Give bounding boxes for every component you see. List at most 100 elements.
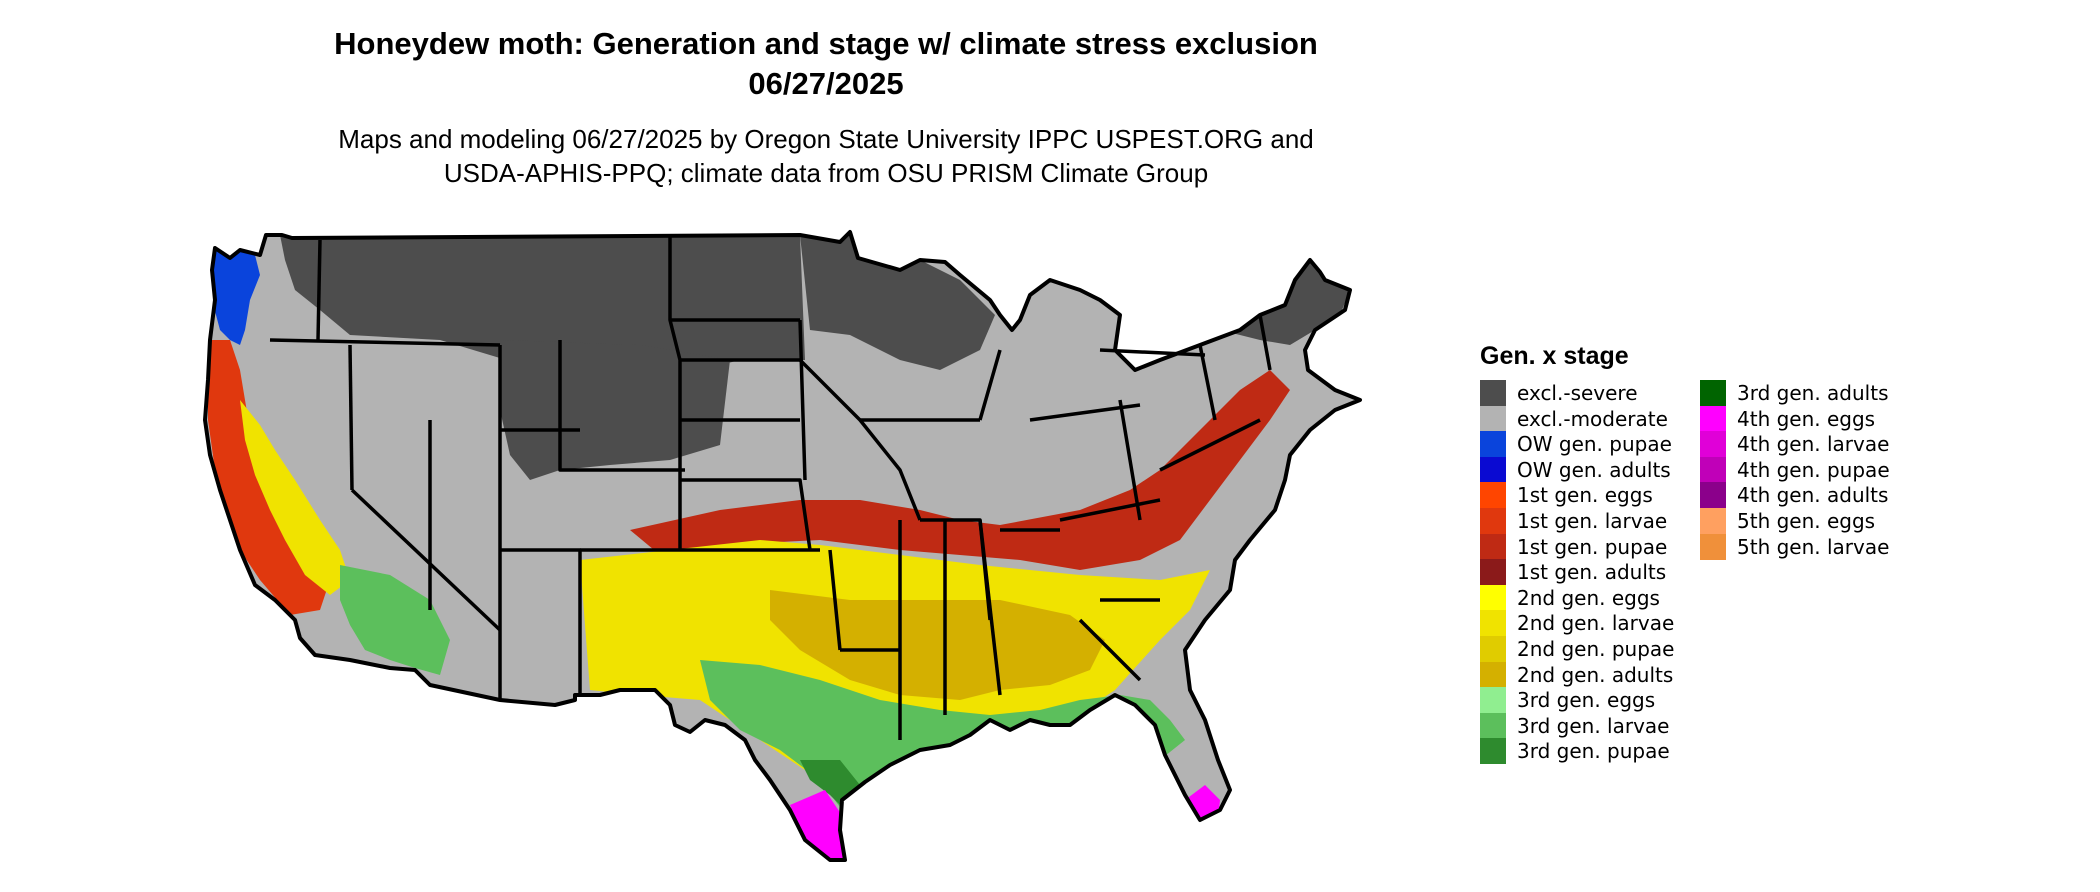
- legend-item: 4th gen. adults: [1700, 482, 1940, 509]
- legend-item: 4th gen. larvae: [1700, 431, 1940, 458]
- legend-title: Gen. x stage: [1480, 342, 1629, 370]
- legend-label: excl.-severe: [1517, 381, 1638, 405]
- legend-item: 5th gen. larvae: [1700, 533, 1940, 560]
- state-boundary: [798, 319, 807, 481]
- state-boundary: [1029, 403, 1141, 422]
- state-boundary: [1159, 418, 1261, 472]
- state-boundary: [1258, 314, 1272, 371]
- excl-severe-rockies-region: [500, 340, 730, 480]
- legend-item: excl.-severe: [1480, 380, 1720, 406]
- state-boundary: [558, 340, 685, 472]
- legend-item: 3rd gen. larvae: [1480, 712, 1720, 739]
- 2nd-gen-south-deep-region: [770, 590, 1105, 700]
- ow-pacific-northwest-region: [212, 248, 260, 345]
- legend-label: excl.-moderate: [1517, 406, 1668, 431]
- legend-swatch: [1700, 380, 1726, 406]
- legend-item: 3rd gen. pupae: [1480, 738, 1720, 765]
- legend-label: 1st gen. eggs: [1517, 483, 1653, 508]
- legend-item: 5th gen. eggs: [1700, 507, 1940, 534]
- state-boundary: [316, 239, 322, 341]
- state-boundary: [828, 549, 842, 651]
- 4th-gen-south-texas-region: [790, 790, 845, 860]
- us-outline: [203, 230, 1362, 862]
- legend-item: 1st gen. eggs: [1480, 482, 1720, 509]
- legend-swatch: [1480, 712, 1506, 739]
- legend-swatch: [1700, 482, 1726, 509]
- subtitle-line-2: USDA-APHIS-PPQ; climate data from OSU PR…: [443, 158, 1209, 188]
- subtitle-line-1: Maps and modeling 06/27/2025 by Oregon S…: [338, 124, 1314, 154]
- legend-swatch: [1480, 456, 1506, 483]
- legend-item: 4th gen. pupae: [1700, 456, 1940, 483]
- state-boundary: [798, 358, 922, 521]
- us-generation-map: [203, 230, 1362, 862]
- legend-column-2: 3rd gen. adults 4th gen. eggs 4th gen. lar…: [1700, 380, 1940, 560]
- legend-swatch: [1700, 507, 1726, 534]
- legend-label: 1st gen. larvae: [1517, 508, 1668, 533]
- legend-label: 2nd gen. adults: [1517, 662, 1674, 687]
- legend-swatch: [1700, 405, 1726, 432]
- legend-item: 1st gen. larvae: [1480, 507, 1720, 534]
- legend-swatch: [1480, 738, 1506, 765]
- legend-swatch: [1480, 661, 1506, 688]
- legend-label: 5th gen. eggs: [1737, 508, 1876, 533]
- state-boundary: [1118, 399, 1142, 521]
- legend-column-1: excl.-severe excl.-moderate OW gen. pupae O…: [1480, 380, 1720, 765]
- legend-label: 1st gen. adults: [1517, 560, 1667, 585]
- legend-label: 4th gen. eggs: [1737, 406, 1876, 431]
- state-boundary: [1198, 344, 1217, 421]
- legend-label: 3rd gen. adults: [1737, 381, 1889, 405]
- legend-item: 2nd gen. pupae: [1480, 635, 1720, 662]
- legend-swatch: [1480, 687, 1506, 714]
- legend-label: 4th gen. adults: [1737, 483, 1889, 508]
- legend-swatch: [1480, 507, 1506, 534]
- legend-swatch: [1480, 405, 1506, 432]
- legend-swatch: [1480, 610, 1506, 637]
- legend-item: 3rd gen. adults: [1700, 380, 1940, 406]
- legend-item: excl.-moderate: [1480, 405, 1720, 432]
- legend-label: 4th gen. larvae: [1737, 432, 1890, 457]
- legend-item: 2nd gen. larvae: [1480, 610, 1720, 637]
- state-boundary: [978, 519, 1002, 696]
- state-boundary: [348, 344, 354, 491]
- legend-swatch: [1700, 431, 1726, 458]
- legend-item: 2nd gen. adults: [1480, 661, 1720, 688]
- legend-item: OW gen. pupae: [1480, 431, 1720, 458]
- legend-item: 1st gen. pupae: [1480, 533, 1720, 560]
- legend-item: 2nd gen. eggs: [1480, 584, 1720, 611]
- state-boundary: [680, 478, 812, 551]
- 3rd-gen-arizona-region: [340, 565, 450, 675]
- legend-swatch: [1480, 380, 1506, 406]
- legend-swatch: [1480, 584, 1506, 611]
- legend-label: 2nd gen. pupae: [1517, 636, 1675, 661]
- state-boundary: [668, 235, 682, 550]
- legend-label: 2nd gen. larvae: [1517, 611, 1675, 636]
- legend-label: OW gen. pupae: [1517, 432, 1672, 457]
- legend-label: 3rd gen. pupae: [1517, 739, 1670, 764]
- state-boundary: [1059, 498, 1161, 522]
- legend-swatch: [1480, 559, 1506, 586]
- legend-item: 1st gen. adults: [1480, 559, 1720, 586]
- title-line-1: Honeydew moth: Generation and stage w/ c…: [334, 26, 1318, 61]
- legend-swatch: [1700, 456, 1726, 483]
- 2nd-gen-california-region: [240, 400, 350, 595]
- legend-swatch: [1480, 431, 1506, 458]
- excl-severe-upper-midwest-region: [800, 232, 995, 370]
- state-boundary: [269, 338, 501, 347]
- legend-item: 4th gen. eggs: [1700, 405, 1940, 432]
- legend-label: 4th gen. pupae: [1737, 457, 1890, 482]
- 1st-gen-belt-region: [630, 370, 1290, 570]
- title-line-2: 06/27/2025: [748, 66, 904, 101]
- state-boundaries: [269, 235, 1272, 740]
- legend-label: 2nd gen. eggs: [1517, 585, 1660, 610]
- legend-swatch: [1480, 482, 1506, 509]
- legend-swatch: [1480, 533, 1506, 560]
- legend-label: 3rd gen. eggs: [1517, 688, 1656, 713]
- legend-label: OW gen. adults: [1517, 457, 1671, 482]
- state-boundary: [1078, 618, 1142, 682]
- state-boundary: [978, 349, 1002, 421]
- state-boundary: [350, 488, 502, 632]
- map-title: Honeydew moth: Generation and stage w/ c…: [0, 24, 1652, 104]
- legend-item: 3rd gen. eggs: [1480, 687, 1720, 714]
- legend-swatch: [1480, 635, 1506, 662]
- legend-label: 3rd gen. larvae: [1517, 713, 1670, 738]
